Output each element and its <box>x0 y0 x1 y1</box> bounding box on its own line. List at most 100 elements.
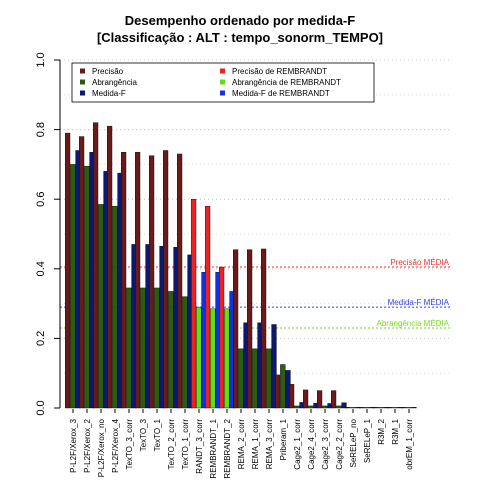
x-tick-label: obrEM_1_corr <box>405 419 414 470</box>
bars <box>64 122 417 409</box>
x-tick-label: P-L2F/Xerox_no <box>97 418 106 477</box>
x-tick-label: TexTO_3 <box>139 418 148 451</box>
legend-label: Abrangência <box>92 78 137 87</box>
bar <box>303 389 309 409</box>
legend-label: Precisão <box>92 67 124 76</box>
bar <box>246 249 253 409</box>
bar <box>134 152 141 409</box>
bar <box>271 324 277 409</box>
bar <box>126 287 132 409</box>
bar <box>359 407 365 409</box>
x-tick-label: Cage2_4_corr <box>307 419 316 470</box>
reference-line-label: Medida-F MÉDIA <box>388 298 450 307</box>
legend-swatch <box>80 79 85 85</box>
bar <box>162 150 169 409</box>
reference-line-label: Abrangência MÉDIA <box>377 319 450 328</box>
y-tick-label: 0.6 <box>35 192 47 207</box>
reference-line-label: Precisão MÉDIA <box>390 258 449 267</box>
bar <box>345 407 351 409</box>
bar <box>78 136 85 409</box>
x-tick-label: SeRELeP_1 <box>363 418 372 463</box>
y-axis: 0.0 0.2 0.4 0.6 0.8 1.0 <box>35 52 61 416</box>
y-tick-label: 0.0 <box>35 400 47 415</box>
bar <box>120 152 127 409</box>
bar <box>294 405 300 409</box>
x-tick-label: TexTO_1 <box>153 418 162 451</box>
legend-swatch <box>220 90 225 96</box>
chart-title: Desempenho ordenado por medida-F <box>125 13 355 28</box>
x-tick-label: R3M_2 <box>377 418 386 444</box>
bar <box>317 390 323 409</box>
bar <box>70 164 76 409</box>
x-tick-label: Priberam_1 <box>279 418 288 460</box>
bar <box>392 407 398 409</box>
bar <box>210 308 216 409</box>
legend-label: Abrangência de REMBRANDT <box>232 78 341 87</box>
y-tick-label: 0.4 <box>35 261 47 276</box>
bar <box>140 287 146 409</box>
x-tick-label: Cage2_2_corr <box>335 419 344 470</box>
y-tick-label: 0.2 <box>35 331 47 346</box>
bar <box>106 125 113 409</box>
bar <box>84 165 90 409</box>
x-tick-label: Cage2_3_corr <box>321 419 330 470</box>
bar <box>289 384 295 409</box>
bar <box>64 132 71 409</box>
bar <box>378 407 384 409</box>
bar <box>387 407 393 409</box>
bar <box>336 405 342 409</box>
bar <box>341 402 347 409</box>
bar <box>401 407 407 409</box>
x-tick-label: REMA_2_corr <box>237 419 246 470</box>
bar <box>331 390 337 409</box>
x-tick-label: P-L2F/Xerox_2 <box>83 418 92 472</box>
bar <box>190 198 197 409</box>
bar <box>92 122 99 409</box>
bar <box>275 374 281 409</box>
x-tick-label: R3M_1 <box>391 418 400 444</box>
x-tick-label: P-L2F/Xerox_3 <box>69 418 78 472</box>
legend-label: Medida-F de REMBRANDT <box>232 89 330 98</box>
bar <box>112 205 118 409</box>
x-axis: P-L2F/Xerox_3 P-L2F/Xerox_2 P-L2F/Xerox_no… <box>69 409 414 479</box>
bar <box>411 407 417 409</box>
bar <box>224 308 230 409</box>
x-tick-label: TexTO_3_corr <box>125 419 134 470</box>
x-tick-label: REMA_1_corr <box>251 419 260 470</box>
bar <box>364 407 370 409</box>
legend-swatch <box>80 90 85 96</box>
legend: Precisão Precisão de REMBRANDT Abrangência… <box>71 62 375 103</box>
x-tick-label: P-L2F/Xerox_4 <box>111 418 120 472</box>
bar <box>322 405 328 409</box>
bar <box>218 266 225 409</box>
bar <box>182 296 188 409</box>
bar <box>238 348 244 409</box>
bar <box>252 348 258 409</box>
bar <box>350 407 356 409</box>
legend-label: Precisão de REMBRANDT <box>232 67 327 76</box>
bar <box>266 348 272 409</box>
bar <box>168 291 174 409</box>
bar <box>148 155 155 409</box>
legend-swatch <box>80 68 85 74</box>
x-tick-label: TexTO_1_corr <box>181 419 190 470</box>
legend-swatch <box>220 79 225 85</box>
x-tick-label: REMA_3_corr <box>265 419 274 470</box>
y-tick-label: 0.8 <box>35 122 47 137</box>
bar <box>98 204 104 409</box>
x-tick-label: Cage2_1_corr <box>293 419 302 470</box>
bar <box>280 364 286 409</box>
legend-swatch <box>220 68 225 74</box>
bar <box>373 407 379 409</box>
bar <box>232 249 239 409</box>
legend-label: Medida-F <box>92 89 126 98</box>
bar <box>204 205 211 409</box>
chart-subtitle: [Classificação : ALT : tempo_sonorm_TEMP… <box>97 30 383 45</box>
x-tick-label: TexTO_2_corr <box>167 419 176 470</box>
bar <box>261 248 267 409</box>
x-tick-label: SeRELeP_no <box>349 418 358 467</box>
bar <box>154 287 160 409</box>
x-tick-label: REMBRANDT_1 <box>209 418 218 478</box>
bar <box>308 405 314 409</box>
x-tick-label: REMBRANDT_2 <box>223 418 232 478</box>
